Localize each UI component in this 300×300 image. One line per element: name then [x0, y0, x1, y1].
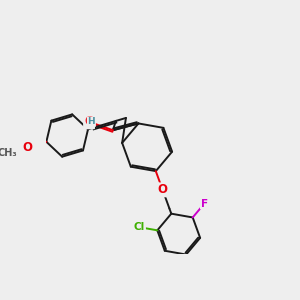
- Text: Cl: Cl: [134, 222, 145, 232]
- Text: H: H: [88, 117, 95, 126]
- Text: CH₃: CH₃: [0, 148, 17, 158]
- Text: F: F: [201, 199, 208, 208]
- Text: O: O: [22, 141, 32, 154]
- Text: O: O: [84, 115, 94, 128]
- Text: O: O: [158, 183, 168, 196]
